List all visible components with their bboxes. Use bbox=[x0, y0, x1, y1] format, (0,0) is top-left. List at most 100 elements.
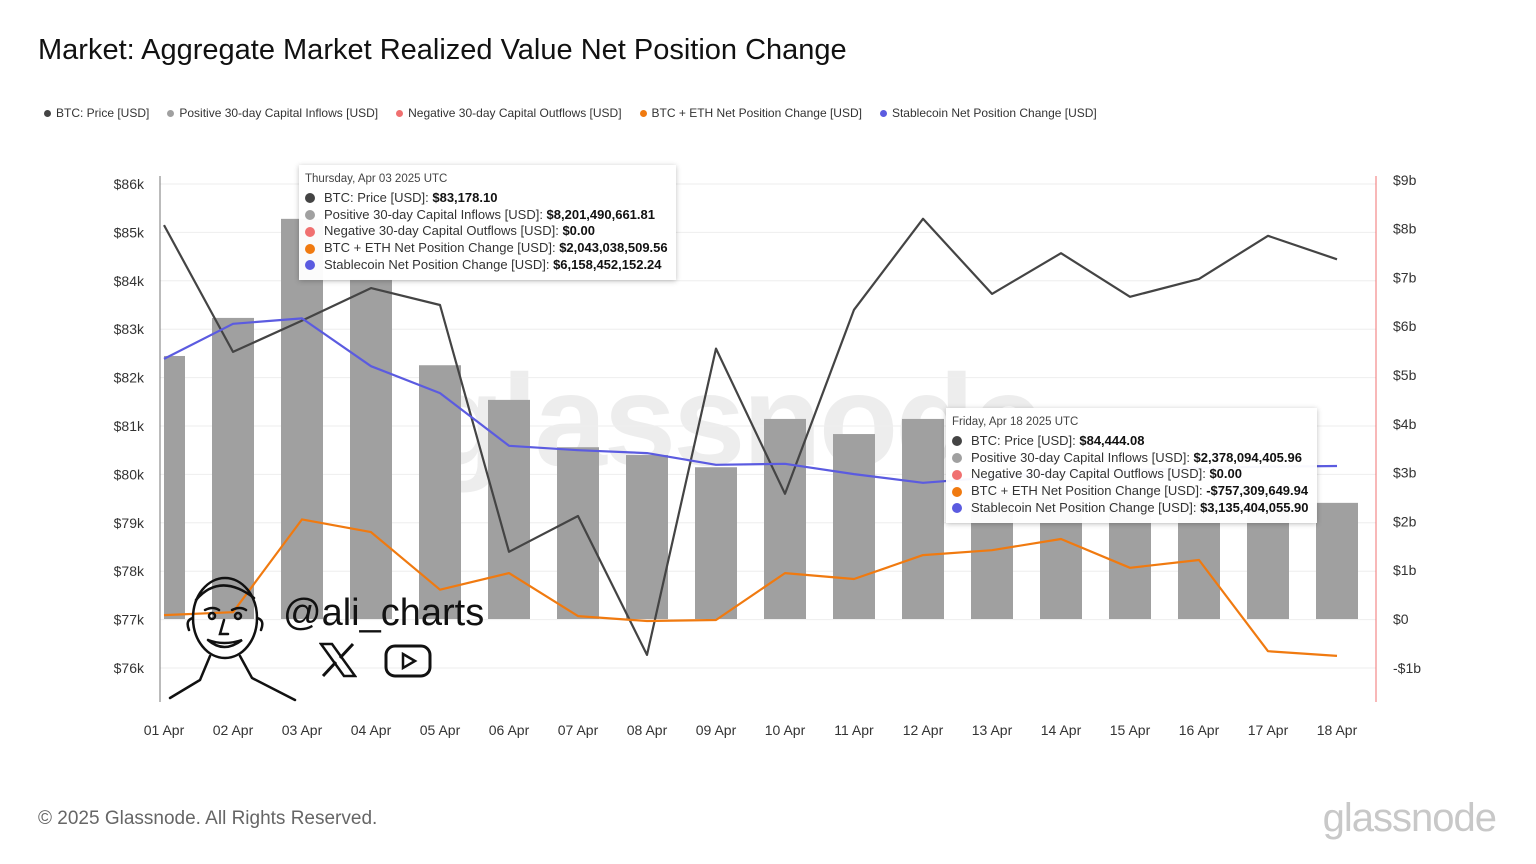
right-tick-label: -$1b bbox=[1393, 660, 1421, 676]
x-tick-label: 06 Apr bbox=[489, 722, 530, 738]
line-series bbox=[163, 518, 1338, 657]
tooltip-date: Thursday, Apr 03 2025 UTC bbox=[305, 173, 448, 185]
series-dot bbox=[952, 469, 962, 480]
right-tick-label: $6b bbox=[1393, 318, 1417, 334]
series-dot bbox=[952, 486, 962, 497]
x-tick-label: 08 Apr bbox=[627, 722, 668, 738]
legend-item[interactable]: BTC: Price [USD] bbox=[44, 106, 149, 120]
x-tick-label: 01 Apr bbox=[144, 722, 185, 738]
legend-item[interactable]: Negative 30-day Capital Outflows [USD] bbox=[396, 106, 622, 120]
bar-positive bbox=[350, 279, 392, 619]
legend-label: BTC: Price [USD] bbox=[56, 106, 150, 120]
tooltip-date: Friday, Apr 18 2025 UTC bbox=[952, 416, 1079, 428]
tooltip-text: Positive 30-day Capital Inflows [USD]: $… bbox=[324, 206, 655, 222]
tooltip-row: BTC + ETH Net Position Change [USD]: -$7… bbox=[952, 483, 1309, 500]
copyright: © 2025 Glassnode. All Rights Reserved. bbox=[38, 808, 378, 829]
left-tick-label: $82k bbox=[114, 370, 145, 386]
left-tick-label: $76k bbox=[114, 660, 145, 676]
right-tick-label: $7b bbox=[1393, 269, 1417, 285]
left-tick-label: $84k bbox=[114, 273, 145, 289]
bar-positive bbox=[281, 218, 323, 619]
x-tick-label: 09 Apr bbox=[696, 722, 737, 738]
series-dot bbox=[952, 452, 962, 463]
bar-positive bbox=[557, 447, 599, 619]
legend: BTC: Price [USD] Positive 30-day Capital … bbox=[44, 106, 1097, 120]
x-tick-label: 13 Apr bbox=[972, 722, 1013, 738]
legend-swatch bbox=[639, 109, 647, 117]
avatar-sketch bbox=[168, 576, 297, 702]
legend-swatch bbox=[879, 109, 887, 117]
tooltip-text: BTC + ETH Net Position Change [USD]: $2,… bbox=[324, 240, 668, 256]
bar-positive bbox=[902, 418, 944, 619]
tooltip-apr-18: Friday, Apr 18 2025 UTC BTC: Price [USD]:… bbox=[946, 408, 1317, 523]
x-tick-label: 10 Apr bbox=[765, 722, 806, 738]
series-dot bbox=[305, 226, 315, 237]
left-tick-label: $83k bbox=[114, 321, 145, 337]
x-tick-label: 14 Apr bbox=[1041, 722, 1082, 738]
bar-positive bbox=[695, 467, 737, 619]
right-tick-label: $9b bbox=[1393, 172, 1417, 188]
tooltip-text: Stablecoin Net Position Change [USD]: $6… bbox=[324, 256, 662, 272]
left-tick-label: $81k bbox=[114, 418, 145, 434]
tooltip-row: Stablecoin Net Position Change [USD]: $6… bbox=[305, 257, 668, 274]
bar-positive bbox=[764, 418, 806, 619]
legend-label: BTC + ETH Net Position Change [USD] bbox=[651, 106, 862, 120]
watermark-handle: @ali_charts bbox=[283, 592, 485, 634]
x-tick-label: 11 Apr bbox=[834, 722, 874, 738]
left-tick-label: $80k bbox=[114, 466, 145, 482]
tooltip-row: Negative 30-day Capital Outflows [USD]: … bbox=[305, 223, 668, 240]
tooltip-text: BTC: Price [USD]: $84,444.08 bbox=[971, 432, 1145, 448]
tooltip-row: Stablecoin Net Position Change [USD]: $3… bbox=[952, 500, 1309, 517]
tooltip-row: BTC: Price [USD]: $83,178.10 bbox=[305, 190, 668, 207]
brand-logo: glassnode bbox=[1322, 796, 1497, 840]
bar-positive bbox=[164, 355, 185, 619]
x-tick-label: 17 Apr bbox=[1248, 722, 1289, 738]
right-tick-label: $5b bbox=[1393, 367, 1417, 383]
series-dot bbox=[305, 243, 315, 254]
left-tick-label: $86k bbox=[114, 176, 145, 192]
tooltip-row: BTC + ETH Net Position Change [USD]: $2,… bbox=[305, 240, 668, 257]
bar-positive bbox=[488, 399, 530, 619]
bar-positive bbox=[833, 434, 875, 619]
x-tick-label: 03 Apr bbox=[282, 722, 323, 738]
legend-label: Stablecoin Net Position Change [USD] bbox=[891, 106, 1097, 120]
x-tick-label: 04 Apr bbox=[351, 722, 392, 738]
x-tick-label: 02 Apr bbox=[213, 722, 254, 738]
legend-label: Negative 30-day Capital Outflows [USD] bbox=[408, 106, 622, 120]
legend-swatch bbox=[44, 109, 51, 117]
right-tick-label: $8b bbox=[1393, 221, 1417, 237]
series-dot bbox=[305, 193, 315, 204]
tooltip-apr-03: Thursday, Apr 03 2025 UTC BTC: Price [USD… bbox=[299, 165, 676, 280]
legend-label: Positive 30-day Capital Inflows [USD] bbox=[179, 106, 379, 120]
right-tick-label: $3b bbox=[1393, 465, 1417, 481]
series-dot bbox=[952, 503, 962, 514]
legend-item[interactable]: Positive 30-day Capital Inflows [USD] bbox=[167, 106, 378, 120]
x-tick-label: 18 Apr bbox=[1317, 722, 1358, 738]
tooltip-text: Stablecoin Net Position Change [USD]: $3… bbox=[971, 499, 1309, 515]
tooltip-row: Negative 30-day Capital Outflows [USD]: … bbox=[952, 466, 1309, 483]
tooltip-text: Negative 30-day Capital Outflows [USD]: … bbox=[324, 223, 595, 239]
tooltip-text: BTC: Price [USD]: $83,178.10 bbox=[324, 189, 498, 205]
left-tick-label: $85k bbox=[114, 224, 145, 240]
left-tick-label: $79k bbox=[114, 515, 145, 531]
x-tick-label: 05 Apr bbox=[420, 722, 461, 738]
x-tick-label: 15 Apr bbox=[1110, 722, 1151, 738]
chart-title: Market: Aggregate Market Realized Value … bbox=[38, 34, 847, 66]
tooltip-text: Positive 30-day Capital Inflows [USD]: $… bbox=[971, 449, 1302, 465]
series-dot bbox=[305, 209, 315, 220]
x-tick-label: 16 Apr bbox=[1179, 722, 1220, 738]
left-tick-label: $77k bbox=[114, 612, 145, 628]
tooltip-row: Positive 30-day Capital Inflows [USD]: $… bbox=[952, 450, 1309, 467]
legend-swatch bbox=[167, 109, 175, 117]
right-tick-label: $1b bbox=[1393, 562, 1417, 578]
youtube-icon bbox=[384, 644, 432, 678]
series-dot bbox=[305, 260, 315, 271]
series-dot bbox=[952, 436, 962, 447]
legend-item[interactable]: BTC + ETH Net Position Change [USD] bbox=[639, 106, 862, 120]
legend-item[interactable]: Stablecoin Net Position Change [USD] bbox=[879, 106, 1097, 120]
bar-positive bbox=[212, 317, 254, 619]
x-tick-label: 07 Apr bbox=[558, 722, 599, 738]
right-tick-label: $0 bbox=[1393, 611, 1409, 627]
bar-positive bbox=[1316, 502, 1358, 619]
right-tick-label: $2b bbox=[1393, 513, 1417, 529]
